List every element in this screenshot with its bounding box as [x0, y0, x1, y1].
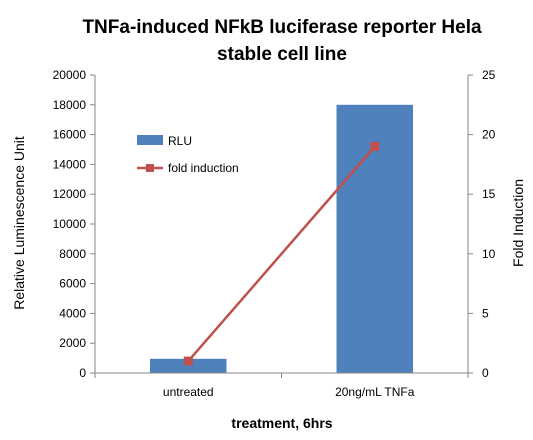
- x-axis-label: treatment, 6hrs: [231, 415, 332, 431]
- legend-fold-label: fold induction: [168, 161, 239, 175]
- y-tick-label-6: 12000: [53, 187, 87, 201]
- legend-rlu-label: RLU: [168, 134, 192, 148]
- legend-rlu-swatch: [137, 135, 163, 145]
- y2-axis-label: Fold Induction: [510, 179, 526, 267]
- y-tick-label-5: 10000: [53, 217, 87, 231]
- y2-tick-label-5: 25: [482, 68, 496, 82]
- y2-tick-label-1: 5: [482, 306, 489, 320]
- y2-tick-label-0: 0: [482, 366, 489, 380]
- y-tick-label-8: 16000: [53, 128, 87, 142]
- y-tick-label-1: 2000: [59, 336, 86, 350]
- y-tick-label-3: 6000: [59, 277, 86, 291]
- fold-induction-point-1: [370, 142, 380, 151]
- chart-title-line1: TNFa-induced NFkB luciferase reporter He…: [82, 17, 482, 38]
- x-tick-label-1: 20ng/mL TNFa: [335, 385, 415, 399]
- y-tick-label-0: 0: [79, 366, 86, 380]
- fold-induction-line: [187, 145, 376, 362]
- x-tick-label-0: untreated: [163, 385, 214, 399]
- y-tick-label-2: 4000: [59, 306, 86, 320]
- y-axis-label: Relative Luminescence Unit: [11, 136, 27, 310]
- y2-tick-label-4: 20: [482, 128, 496, 142]
- y-tick-label-10: 20000: [53, 68, 87, 82]
- y-tick-label-4: 8000: [59, 247, 86, 261]
- chart-title-line2: stable cell line: [217, 44, 347, 65]
- fold-induction-point-0: [183, 356, 193, 366]
- bar-0: [150, 358, 227, 373]
- y-tick-label-7: 14000: [53, 157, 87, 171]
- legend: RLU fold induction: [137, 134, 239, 175]
- y2-tick-label-2: 10: [482, 247, 496, 261]
- legend-fold-marker: [146, 164, 154, 172]
- y2-tick-label-3: 15: [482, 187, 496, 201]
- y-tick-label-9: 18000: [53, 98, 87, 112]
